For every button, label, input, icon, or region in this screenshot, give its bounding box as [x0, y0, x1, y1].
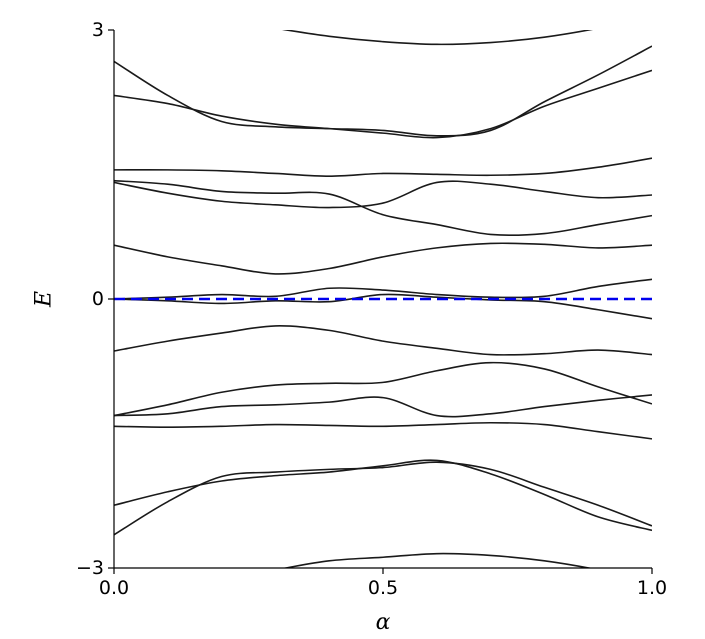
band-line-8 [114, 278, 652, 300]
band-line-6 [114, 179, 652, 237]
band-line-15 [114, 461, 652, 536]
band-line-2 [114, 45, 652, 137]
band-line-3 [114, 69, 652, 139]
band-line-4 [114, 157, 652, 177]
band-line-10 [114, 325, 652, 356]
y-tick-label-1: 0 [92, 288, 104, 310]
band-line-12 [114, 394, 652, 418]
x-tick-label-1: 0.5 [368, 577, 398, 599]
x-tick-label-0: 0.0 [99, 577, 129, 599]
band-line-5 [114, 180, 652, 209]
y-tick-label-0: −3 [76, 557, 104, 579]
band-line-1 [281, 30, 594, 46]
band-lines [114, 30, 652, 568]
band-line-11 [114, 361, 652, 417]
x-axis-label: α [376, 610, 391, 635]
axis-ticks: 0.0 0.5 1.0 −3 0 3 [76, 19, 667, 599]
band-line-16 [281, 552, 594, 568]
band-line-14 [114, 459, 652, 532]
band-line-9 [114, 293, 652, 320]
band-line-13 [114, 421, 652, 440]
band-line-7 [114, 242, 652, 275]
x-tick-label-2: 1.0 [637, 577, 667, 599]
y-axis-label: E [32, 291, 57, 308]
y-tick-label-2: 3 [92, 19, 104, 41]
